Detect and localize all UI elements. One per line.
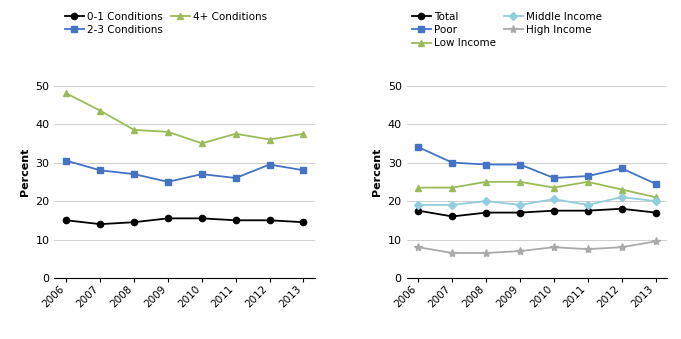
0-1 Conditions xyxy=(266,218,274,222)
0-1 Conditions xyxy=(197,216,206,220)
Total xyxy=(414,208,422,213)
Total xyxy=(516,211,524,215)
Poor xyxy=(448,161,456,165)
Low Income xyxy=(482,180,490,184)
0-1 Conditions xyxy=(232,218,240,222)
2-3 Conditions xyxy=(197,172,206,176)
Legend: 0-1 Conditions, 2-3 Conditions, 4+ Conditions: 0-1 Conditions, 2-3 Conditions, 4+ Condi… xyxy=(65,12,267,35)
Line: High Income: High Income xyxy=(414,237,660,257)
Line: 0-1 Conditions: 0-1 Conditions xyxy=(63,215,306,227)
Middle Income xyxy=(448,203,456,207)
High Income xyxy=(448,251,456,255)
2-3 Conditions xyxy=(130,172,138,176)
2-3 Conditions xyxy=(62,159,70,163)
High Income xyxy=(618,245,626,249)
2-3 Conditions xyxy=(96,168,104,172)
Y-axis label: Percent: Percent xyxy=(20,148,30,196)
High Income xyxy=(652,239,660,243)
Poor xyxy=(584,174,592,178)
High Income xyxy=(584,247,592,251)
4+ Conditions xyxy=(130,128,138,132)
Line: Total: Total xyxy=(415,206,659,220)
Line: Poor: Poor xyxy=(415,144,659,187)
Middle Income xyxy=(550,197,558,201)
High Income xyxy=(550,245,558,249)
2-3 Conditions xyxy=(300,168,308,172)
Low Income xyxy=(516,180,524,184)
2-3 Conditions xyxy=(164,180,172,184)
2-3 Conditions xyxy=(266,162,274,166)
Total xyxy=(448,214,456,218)
4+ Conditions xyxy=(62,91,70,95)
0-1 Conditions xyxy=(130,220,138,224)
Poor xyxy=(550,176,558,180)
Poor xyxy=(618,166,626,171)
Y-axis label: Percent: Percent xyxy=(372,148,382,196)
Total xyxy=(652,211,660,215)
Middle Income xyxy=(618,195,626,199)
4+ Conditions xyxy=(266,138,274,142)
Line: 4+ Conditions: 4+ Conditions xyxy=(63,90,306,146)
0-1 Conditions xyxy=(300,220,308,224)
4+ Conditions xyxy=(96,108,104,113)
Low Income xyxy=(550,185,558,190)
Line: Middle Income: Middle Income xyxy=(415,194,659,208)
Low Income xyxy=(652,195,660,199)
Poor xyxy=(482,162,490,166)
Total xyxy=(584,208,592,213)
Poor xyxy=(516,162,524,166)
Legend: Total, Poor, Low Income, Middle Income, High Income: Total, Poor, Low Income, Middle Income, … xyxy=(412,12,602,48)
4+ Conditions xyxy=(197,141,206,145)
Low Income xyxy=(618,187,626,192)
Middle Income xyxy=(482,199,490,203)
Poor xyxy=(652,182,660,186)
Total xyxy=(482,211,490,215)
Line: 2-3 Conditions: 2-3 Conditions xyxy=(63,158,306,185)
Middle Income xyxy=(516,203,524,207)
Low Income xyxy=(584,180,592,184)
Total xyxy=(550,208,558,213)
0-1 Conditions xyxy=(164,216,172,220)
2-3 Conditions xyxy=(232,176,240,180)
4+ Conditions xyxy=(300,132,308,136)
Line: Low Income: Low Income xyxy=(415,179,659,200)
Low Income xyxy=(448,185,456,190)
Total xyxy=(618,207,626,211)
Middle Income xyxy=(414,203,422,207)
Middle Income xyxy=(652,199,660,203)
0-1 Conditions xyxy=(62,218,70,222)
0-1 Conditions xyxy=(96,222,104,226)
4+ Conditions xyxy=(164,130,172,134)
Middle Income xyxy=(584,203,592,207)
4+ Conditions xyxy=(232,132,240,136)
High Income xyxy=(414,245,422,249)
High Income xyxy=(482,251,490,255)
High Income xyxy=(516,249,524,253)
Low Income xyxy=(414,185,422,190)
Poor xyxy=(414,145,422,149)
